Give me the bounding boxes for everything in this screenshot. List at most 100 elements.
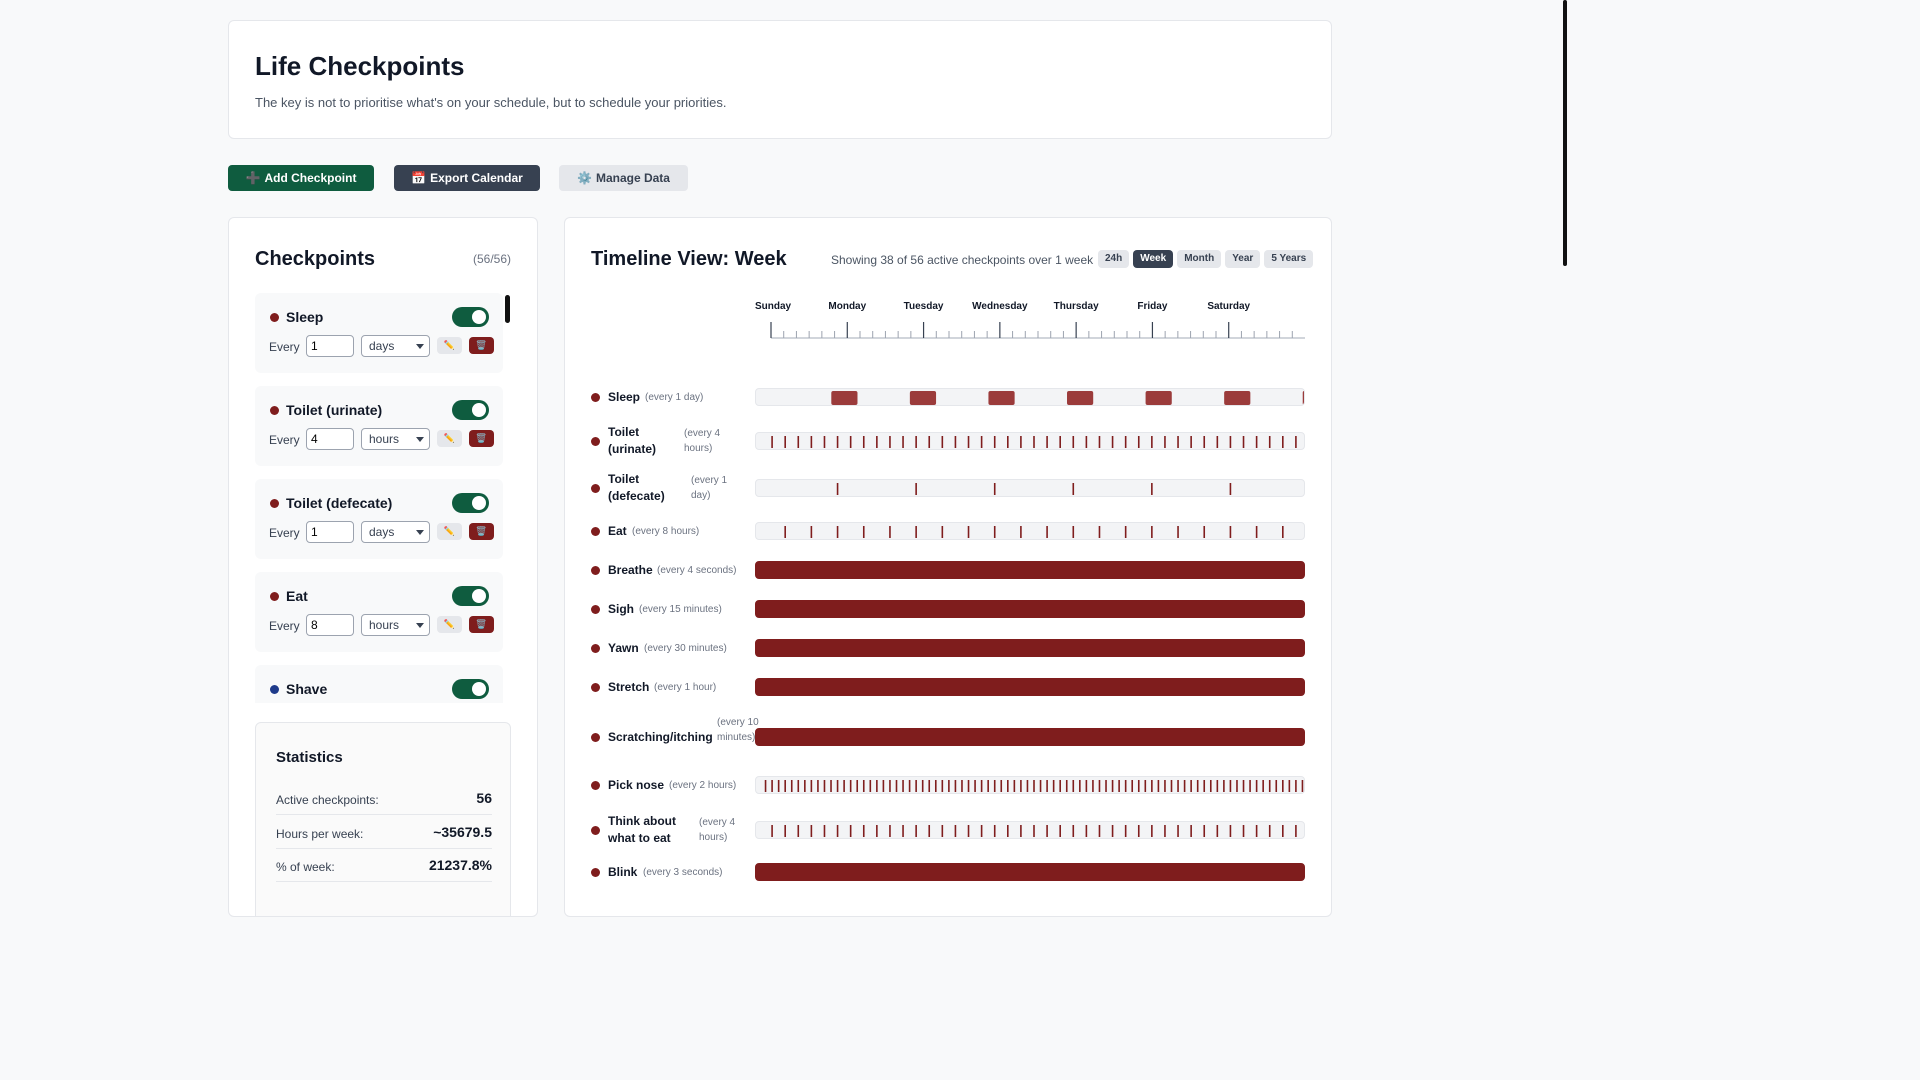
timeline-row-dot bbox=[591, 868, 600, 877]
every-label: Every bbox=[269, 526, 300, 540]
checkpoint-toggle[interactable] bbox=[452, 586, 489, 606]
timeline-row-dot bbox=[591, 733, 600, 742]
interval-input[interactable] bbox=[306, 428, 354, 450]
timeline-row-frequency: (every 30 minutes) bbox=[644, 643, 727, 654]
timeline-row-frequency: (every 10 minutes) bbox=[717, 717, 759, 743]
checkpoint-color-dot bbox=[270, 499, 279, 508]
interval-input[interactable] bbox=[306, 335, 354, 357]
timeline-row-dot bbox=[591, 683, 600, 692]
delete-icon[interactable]: 🗑️ bbox=[469, 523, 494, 540]
timeline-row: Stretch (every 1 hour) bbox=[591, 678, 1306, 696]
delete-icon[interactable]: 🗑️ bbox=[469, 616, 494, 633]
timeline-row-frequency: (every 1 day) bbox=[645, 392, 704, 403]
interval-unit-select[interactable]: hours bbox=[361, 428, 430, 450]
statistics-title: Statistics bbox=[276, 749, 343, 766]
timeline-row-name: Stretch bbox=[608, 679, 650, 694]
checkpoint-toggle[interactable] bbox=[452, 400, 489, 420]
range-button[interactable]: Month bbox=[1177, 250, 1222, 268]
every-label: Every bbox=[269, 619, 300, 633]
axis-day-label: Wednesday bbox=[972, 301, 1028, 312]
stat-row-hours: Hours per week: ~35679.5 bbox=[276, 815, 492, 849]
timeline-row-dot bbox=[591, 644, 600, 653]
axis-day-label: Friday bbox=[1137, 301, 1167, 312]
sleep-block bbox=[1067, 391, 1094, 405]
timeline-row: Blink (every 3 seconds) bbox=[591, 863, 1306, 881]
edit-icon[interactable]: ✏️ bbox=[437, 337, 462, 354]
range-button[interactable]: Week bbox=[1133, 250, 1174, 268]
sleep-block bbox=[1302, 391, 1304, 405]
page-scrollbar[interactable] bbox=[1563, 0, 1567, 266]
calendar-icon: 📅 bbox=[411, 171, 427, 185]
checkpoint-color-dot bbox=[270, 313, 279, 322]
timeline-row-name: Toilet (urinate) bbox=[608, 425, 656, 456]
range-button[interactable]: 24h bbox=[1098, 250, 1130, 268]
sleep-block bbox=[1145, 391, 1172, 405]
timeline-axis: Sunday Monday Tuesday Wednesday Thursday Frid… bbox=[755, 301, 1305, 339]
timeline-row-name: Think about what to eat bbox=[608, 814, 676, 845]
interval-input[interactable] bbox=[306, 614, 354, 636]
interval-input[interactable] bbox=[306, 521, 354, 543]
edit-icon[interactable]: ✏️ bbox=[437, 616, 462, 633]
timeline-row-frequency: (every 4 hours) bbox=[699, 817, 736, 843]
timeline-row-frequency: (every 2 hours) bbox=[669, 780, 737, 791]
range-button[interactable]: 5 Years bbox=[1264, 250, 1314, 268]
interval-unit-select[interactable]: days bbox=[361, 335, 430, 357]
timeline-track bbox=[755, 678, 1305, 696]
checkpoint-color-dot bbox=[270, 685, 279, 694]
export-calendar-button[interactable]: 📅 Export Calendar bbox=[394, 165, 540, 191]
interval-unit-select[interactable]: days bbox=[361, 521, 430, 543]
timeline-track bbox=[755, 479, 1305, 497]
stat-value: 21237.8% bbox=[428, 857, 492, 873]
timeline-row-dot bbox=[591, 826, 600, 835]
checkpoint-toggle[interactable] bbox=[452, 493, 489, 513]
add-checkpoint-label: Add Checkpoint bbox=[264, 171, 357, 185]
plus-icon: ➕ bbox=[245, 171, 261, 185]
add-checkpoint-button[interactable]: ➕ Add Checkpoint bbox=[228, 165, 374, 191]
manage-data-label: Manage Data bbox=[595, 171, 670, 185]
checkpoints-title: Checkpoints bbox=[255, 248, 376, 270]
checkpoints-count: (56/56) bbox=[472, 252, 511, 266]
stat-row-active: Active checkpoints: 56 bbox=[276, 781, 492, 815]
delete-icon[interactable]: 🗑️ bbox=[469, 430, 494, 447]
stat-label: % of week: bbox=[276, 860, 335, 874]
edit-icon[interactable]: ✏️ bbox=[437, 430, 462, 447]
sleep-block bbox=[988, 391, 1015, 405]
delete-icon[interactable]: 🗑️ bbox=[469, 337, 494, 354]
edit-icon[interactable]: ✏️ bbox=[437, 523, 462, 540]
manage-data-button[interactable]: ⚙️ Manage Data bbox=[559, 165, 688, 191]
timeline-row-name: Scratching/itching bbox=[608, 729, 713, 744]
checkpoint-item: Toilet (urinate) Every hours ✏️ 🗑️ bbox=[255, 386, 503, 466]
timeline-summary: Showing 38 of 56 active checkpoints over… bbox=[831, 253, 1094, 267]
timeline-track bbox=[755, 522, 1305, 540]
timeline-row-name: Blink bbox=[608, 864, 638, 879]
timeline-row-dot bbox=[591, 393, 600, 402]
timeline-row-frequency: (every 4 seconds) bbox=[657, 565, 737, 576]
axis-day-label: Thursday bbox=[1054, 301, 1099, 312]
interval-unit-select[interactable]: hours bbox=[361, 614, 430, 636]
timeline-track-svg bbox=[764, 780, 1304, 792]
checkpoint-color-dot bbox=[270, 406, 279, 415]
checkpoint-item: Toilet (defecate) Every days ✏️ 🗑️ bbox=[255, 479, 503, 559]
axis-day-label: Monday bbox=[828, 301, 866, 312]
timeline-row-frequency: (every 4 hours) bbox=[684, 428, 721, 454]
timeline-row-name: Sigh bbox=[608, 601, 634, 616]
timeline-row: Eat (every 8 hours) bbox=[591, 522, 1306, 540]
timeline-row-dot bbox=[591, 566, 600, 575]
checkpoint-toggle[interactable] bbox=[452, 307, 489, 327]
timeline-row-name: Sleep bbox=[608, 389, 641, 404]
timeline-track-svg bbox=[784, 526, 1284, 538]
checkpoint-name: Eat bbox=[286, 588, 308, 604]
header-card: Life Checkpoints The key is not to prior… bbox=[228, 20, 1332, 139]
axis-day-label: Tuesday bbox=[904, 301, 944, 312]
range-button[interactable]: Year bbox=[1225, 250, 1261, 268]
timeline-panel: Timeline View: Week Showing 38 of 56 act… bbox=[564, 217, 1332, 917]
checkpoint-name: Toilet (defecate) bbox=[286, 495, 393, 511]
checkpoint-toggle[interactable] bbox=[452, 679, 489, 699]
timeline-row-dot bbox=[591, 484, 600, 493]
checkpoint-list-scrollbar[interactable] bbox=[505, 295, 510, 323]
checkpoint-item: Shave bbox=[255, 665, 503, 703]
timeline-track-svg bbox=[836, 483, 1232, 495]
timeline-row-frequency: (every 15 minutes) bbox=[639, 604, 722, 615]
gear-icon: ⚙️ bbox=[577, 171, 592, 185]
statistics-card: Statistics Active checkpoints: 56 Hours … bbox=[255, 722, 511, 916]
